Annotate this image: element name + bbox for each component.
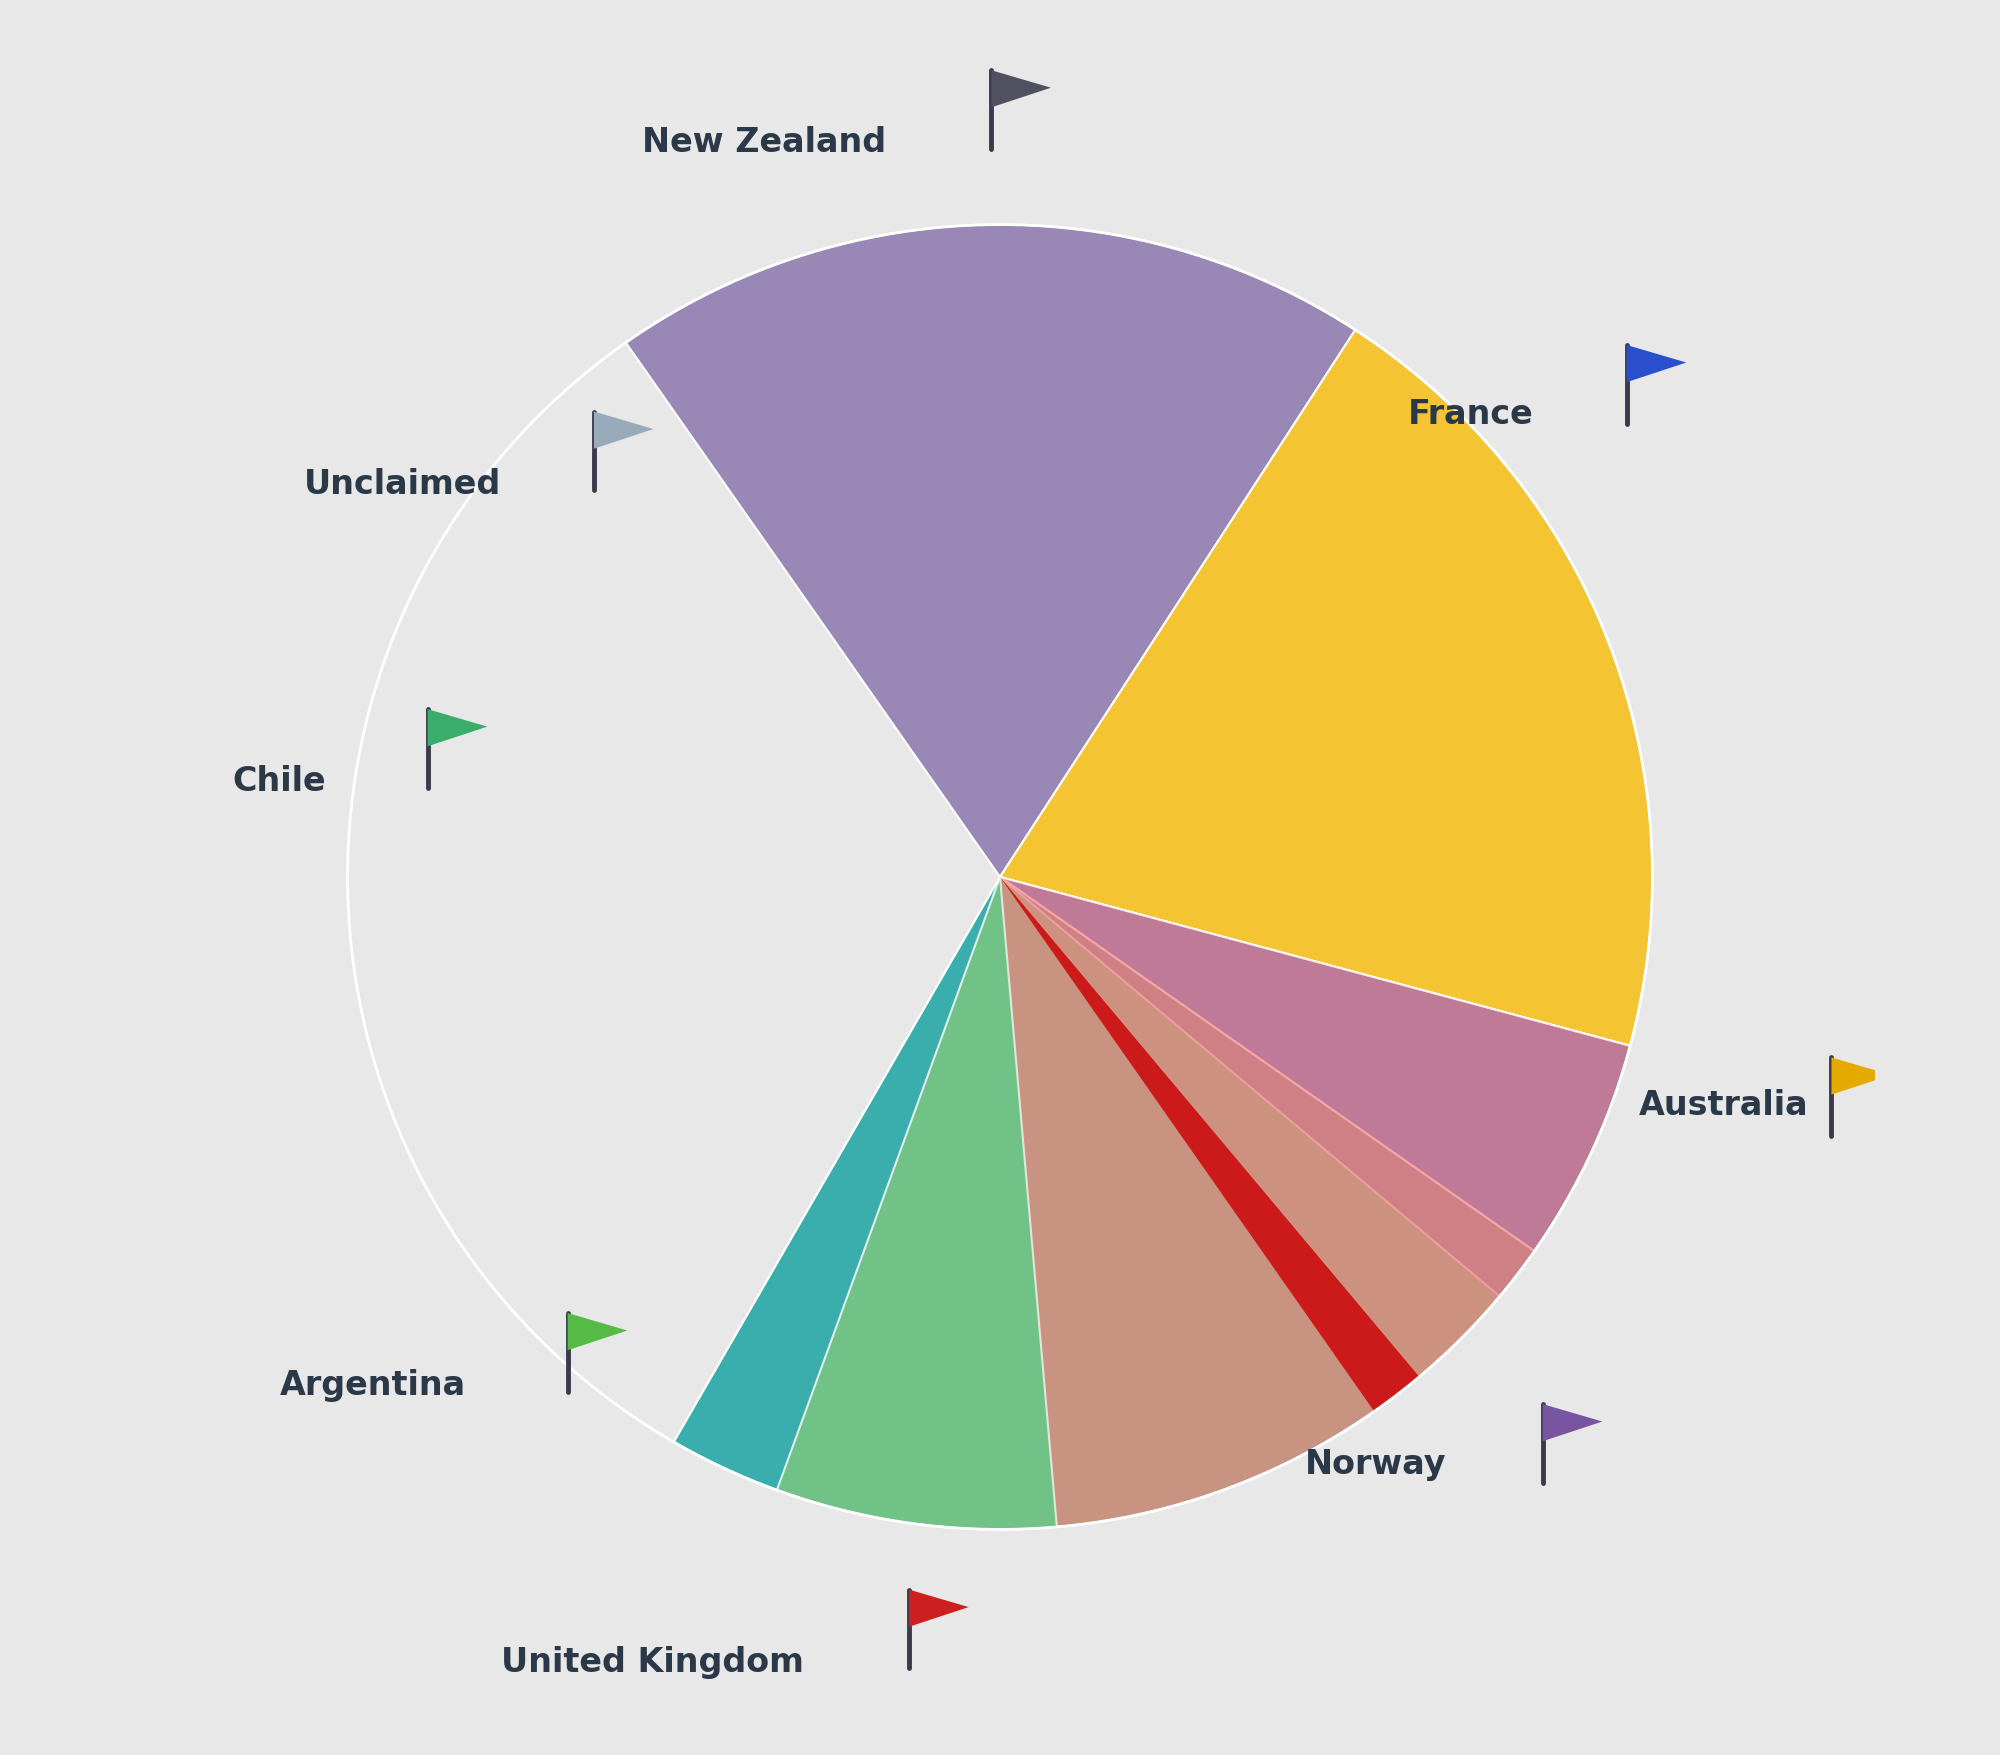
Text: United Kingdom: United Kingdom — [502, 1644, 804, 1678]
Polygon shape — [1542, 1404, 1602, 1441]
Text: Norway: Norway — [1304, 1448, 1446, 1479]
Text: Argentina: Argentina — [280, 1369, 466, 1400]
Text: Unclaimed: Unclaimed — [304, 467, 502, 500]
Polygon shape — [674, 878, 1420, 1530]
Text: Chile: Chile — [232, 765, 326, 799]
Polygon shape — [594, 412, 654, 449]
Polygon shape — [992, 72, 1050, 109]
Polygon shape — [908, 1590, 968, 1627]
Polygon shape — [1832, 1058, 1892, 1095]
Text: France: France — [1408, 397, 1534, 430]
Polygon shape — [568, 1313, 628, 1350]
Polygon shape — [626, 225, 1356, 878]
Polygon shape — [776, 878, 1500, 1530]
Polygon shape — [1000, 330, 1652, 1046]
Polygon shape — [428, 709, 488, 748]
Text: Australia: Australia — [1638, 1088, 1808, 1121]
Polygon shape — [1000, 878, 1630, 1251]
Polygon shape — [1000, 878, 1420, 1411]
Polygon shape — [1000, 878, 1630, 1527]
Text: New Zealand: New Zealand — [642, 126, 886, 160]
Polygon shape — [674, 878, 1000, 1520]
Polygon shape — [1626, 346, 1686, 383]
Polygon shape — [886, 878, 1534, 1530]
